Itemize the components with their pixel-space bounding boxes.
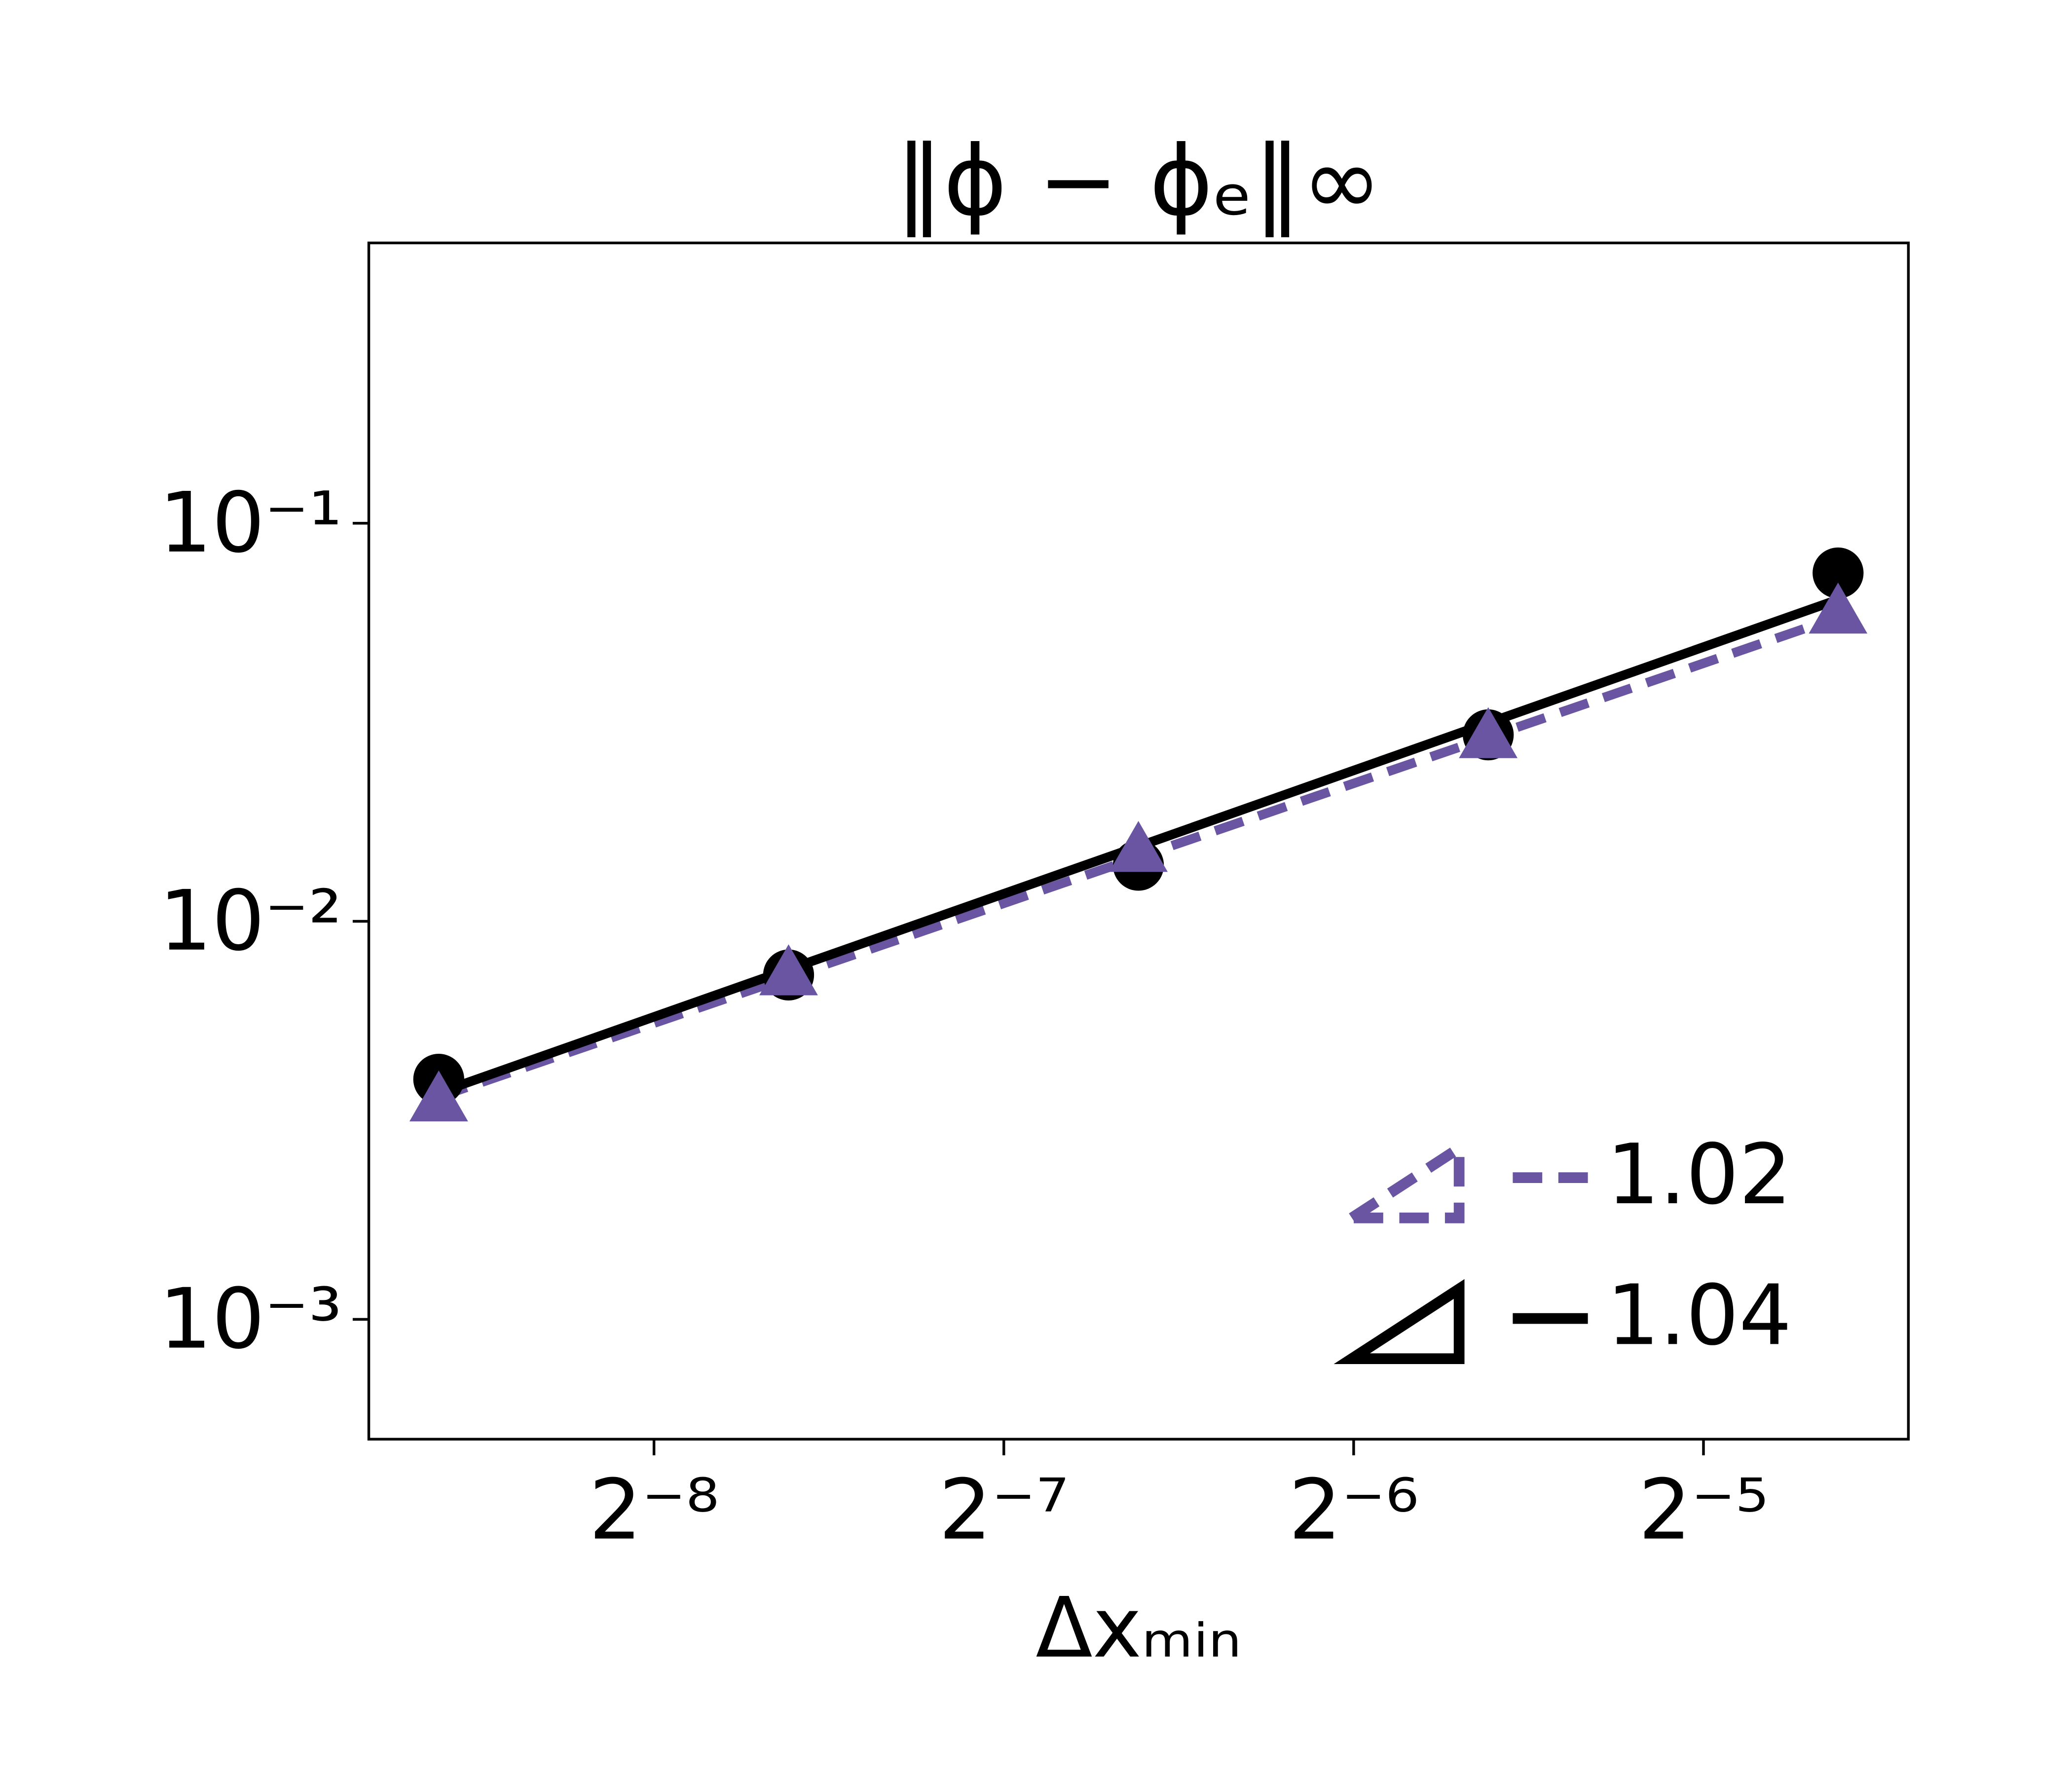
point — [1109, 821, 1168, 872]
x-tick-label: 2⁻⁸ — [589, 1462, 719, 1558]
point — [409, 1070, 468, 1122]
point — [1813, 547, 1864, 599]
y-tick-label: 10⁻³ — [159, 1271, 342, 1368]
chart-title: ‖ϕ − ϕₑ‖∞ — [895, 125, 1382, 238]
x-axis-label: Δxₘᵢₙ — [1036, 1580, 1241, 1676]
x-tick-label: 2⁻⁷ — [939, 1462, 1069, 1558]
x-tick-label: 2⁻⁶ — [1289, 1462, 1419, 1558]
point — [1459, 707, 1518, 758]
y-tick-label: 10⁻¹ — [159, 475, 342, 571]
plot-frame — [367, 241, 1910, 1441]
legend-triangle — [1333, 1138, 1465, 1223]
point — [1809, 582, 1868, 634]
point — [759, 944, 818, 996]
legend-label: 1.04 — [1607, 1267, 1792, 1364]
legend-label: 1.02 — [1607, 1126, 1792, 1223]
legend-triangle — [1333, 1279, 1465, 1365]
y-tick-label: 10⁻² — [159, 873, 342, 969]
x-tick-label: 2⁻⁵ — [1638, 1462, 1769, 1558]
